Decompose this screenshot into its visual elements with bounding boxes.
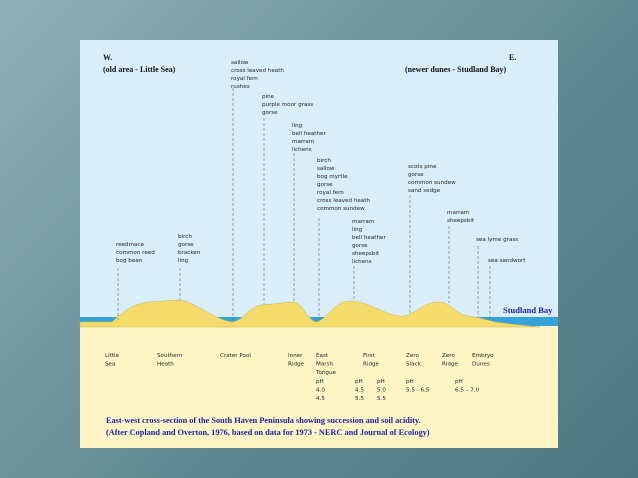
species-name: cross leaved heath: [231, 68, 284, 74]
caption-line: (After Copland and Overton, 1976, based …: [106, 428, 430, 437]
species-name: cross leaved heath: [317, 198, 370, 204]
ph-value: 5.5: [377, 396, 386, 402]
species-name: bracken: [178, 250, 201, 256]
species-name: marram: [292, 139, 314, 145]
zone-label: Embryo: [472, 353, 494, 359]
species-name: royal fern: [317, 190, 344, 196]
zone-label: Inner: [288, 353, 303, 359]
zone-label: Ridge: [363, 362, 380, 368]
species-name: common sundew: [317, 206, 365, 212]
ph-value: pH: [406, 379, 414, 385]
species-name: reedmace: [116, 242, 145, 248]
dash-lines: [117, 88, 491, 320]
species-name: sheepsbit: [447, 218, 475, 224]
species-name: sea sandwort: [488, 258, 526, 264]
species-name: common reed: [116, 250, 155, 256]
species-name: gorse: [178, 242, 194, 248]
species-name: ling: [178, 258, 189, 264]
species-name: scots pine: [408, 164, 437, 170]
zone-label: First: [363, 353, 376, 359]
ph-value: 5.5 - 6.5: [406, 388, 430, 394]
species-name: marram: [352, 219, 374, 225]
species-name: bog myrtle: [317, 174, 348, 180]
ph-value: pH: [355, 379, 363, 385]
species-name: sallow: [231, 60, 249, 66]
species-name: gorse: [408, 172, 424, 178]
zone-label: Crater Pool: [220, 353, 251, 359]
species-name: gorse: [352, 243, 368, 249]
species-name: gorse: [317, 182, 333, 188]
zone-label: Ridge: [442, 362, 459, 368]
species-name: ling: [352, 227, 363, 233]
species-name: birch: [178, 234, 192, 240]
zone-label: Sea: [105, 362, 115, 368]
ph-value: 4.5: [355, 388, 364, 394]
species-name: royal fern: [231, 76, 258, 82]
ph-value: 4.5: [316, 396, 325, 402]
zone-label: Southern: [157, 353, 183, 359]
dune-profile: [79, 299, 541, 328]
species-name: marram: [447, 210, 469, 216]
ph-value: pH: [455, 379, 463, 385]
caption-line: East-west cross-section of the South Hav…: [106, 416, 421, 425]
ph-value: pH: [377, 379, 385, 385]
zone-label: Zero: [406, 353, 419, 359]
species-name: bog bean: [116, 258, 143, 264]
zone-label: East: [316, 353, 329, 359]
zone-label: Zero: [442, 353, 455, 359]
ph-value: 4.0: [316, 388, 325, 394]
species-name: ling: [292, 123, 303, 129]
species-name: sallow: [317, 166, 335, 172]
west-note: (old area - Little Sea): [103, 65, 176, 74]
species-name: lichens: [352, 259, 372, 265]
species-name: rushes: [231, 84, 250, 90]
species-name: pine: [262, 94, 275, 100]
ph-value: 5.5: [355, 396, 364, 402]
sea-label: Studland Bay: [503, 305, 553, 315]
species-name: sheepsbit: [352, 251, 380, 257]
zone-label: Ridge: [288, 362, 305, 368]
species-name: lichens: [292, 147, 312, 153]
species-name: sand sedge: [408, 188, 441, 194]
species-name: common sundew: [408, 180, 456, 186]
zone-label: Marsh: [316, 362, 333, 368]
west-label: W.: [103, 53, 112, 62]
zone-label: Little: [105, 353, 120, 359]
ph-value: 6.5 – 7.0: [455, 388, 480, 394]
east-label: E.: [509, 53, 516, 62]
ph-value: 5.0: [377, 388, 386, 394]
species-name: purple moor grass: [262, 102, 313, 108]
species-name: gorse: [262, 110, 278, 116]
species-name: birch: [317, 158, 331, 164]
ph-value: pH: [316, 379, 324, 385]
zone-label: Dunes: [472, 362, 490, 368]
zone-label: Heath: [157, 362, 174, 368]
zone-label: Slack: [406, 362, 422, 368]
species-name: bell heather: [352, 235, 386, 241]
east-note: (newer dunes - Studland Bay): [405, 65, 507, 74]
zone-label: Tongue: [315, 370, 337, 376]
species-name: bell heather: [292, 131, 326, 137]
species-name: sea lyme grass: [476, 237, 518, 243]
ground: [80, 324, 558, 448]
